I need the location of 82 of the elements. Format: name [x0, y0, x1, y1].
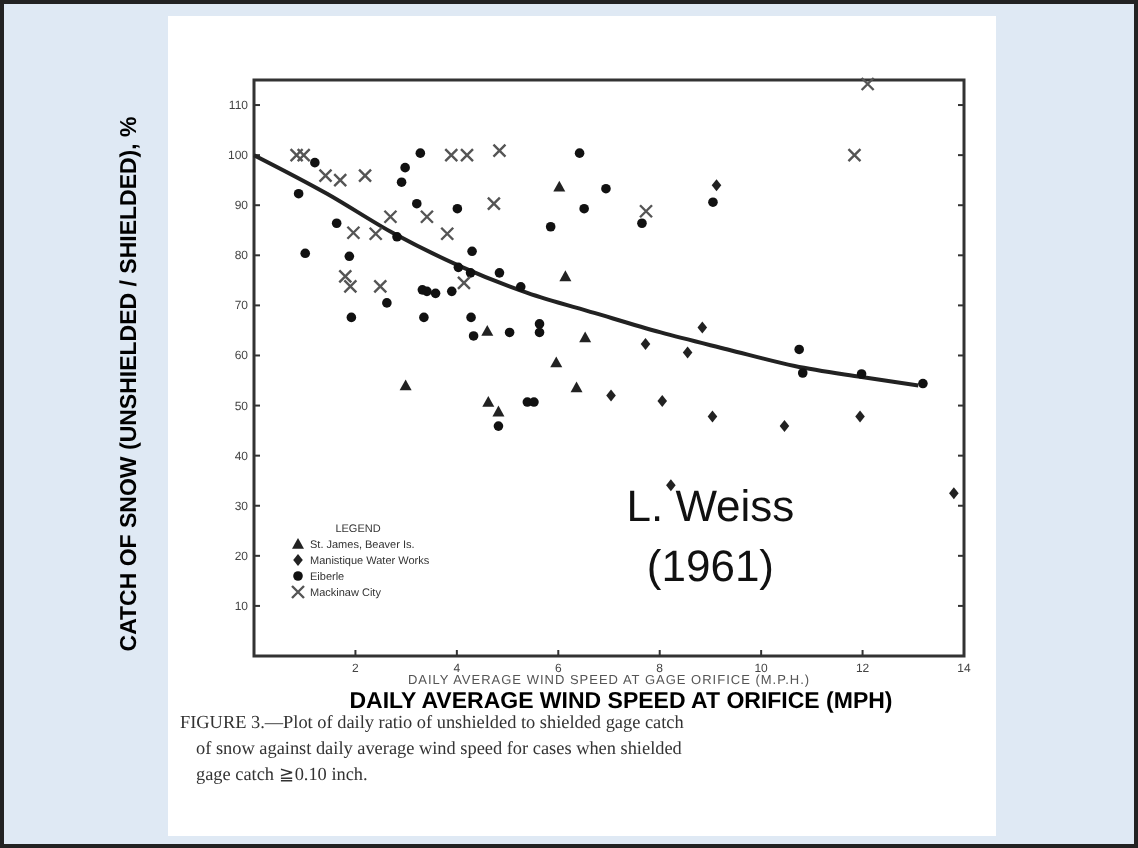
point [399, 379, 412, 391]
point [289, 147, 304, 163]
point [534, 319, 545, 329]
point [529, 397, 539, 407]
point [296, 147, 311, 163]
point [545, 221, 556, 232]
point [440, 226, 455, 241]
point [493, 421, 504, 431]
point [570, 381, 583, 393]
point [707, 410, 718, 423]
point [494, 268, 505, 278]
point [579, 331, 592, 343]
point [550, 356, 563, 368]
point [486, 196, 502, 211]
point [860, 76, 875, 92]
point [357, 168, 373, 183]
point [856, 369, 867, 379]
point [373, 279, 388, 294]
point [918, 378, 928, 389]
point [574, 148, 585, 158]
point [453, 262, 464, 273]
point [331, 218, 342, 229]
point [430, 288, 441, 299]
point [310, 157, 320, 168]
point [855, 410, 865, 423]
annotation: L. Weiss (1961) [626, 480, 795, 591]
point [708, 197, 718, 208]
point [468, 331, 479, 341]
point [333, 172, 348, 188]
point [481, 324, 494, 336]
point [382, 298, 392, 308]
point [392, 231, 402, 242]
point [579, 203, 589, 214]
point [553, 180, 566, 192]
point [492, 143, 507, 158]
point [504, 327, 515, 338]
point [368, 226, 383, 241]
point [415, 148, 426, 158]
point [318, 168, 333, 183]
point [400, 162, 410, 173]
y-axis-title: CATCH OF SNOW (UNSHIELDED / SHIELDED), % [118, 116, 142, 652]
point [515, 282, 526, 292]
point [559, 270, 572, 282]
point [293, 188, 304, 199]
point [446, 286, 457, 297]
point [396, 177, 407, 187]
caption: FIGURE 3.—Plot of daily ratio of unshielded to shielded gage catch of snow against daily average wind speed for cases when shielded gage catch ≧0.10 inch. [180, 712, 685, 784]
point [344, 251, 355, 262]
point [444, 147, 459, 163]
point [794, 344, 804, 355]
point [452, 203, 463, 214]
point [459, 147, 475, 163]
point [465, 268, 476, 278]
point [300, 248, 311, 259]
point [419, 312, 429, 323]
point [657, 395, 668, 408]
point [638, 204, 654, 219]
point [682, 346, 693, 359]
point [949, 487, 959, 500]
point [456, 275, 472, 291]
point [346, 312, 357, 323]
point [422, 286, 432, 297]
point [711, 179, 722, 192]
point [847, 147, 862, 163]
point [419, 209, 435, 224]
point [697, 321, 708, 334]
point [637, 218, 647, 229]
point [466, 312, 476, 323]
point [640, 337, 651, 350]
point [467, 246, 477, 257]
point [534, 327, 545, 338]
point [601, 183, 611, 194]
point [606, 389, 616, 402]
point [411, 198, 422, 209]
point [346, 225, 361, 240]
point [666, 479, 676, 492]
point [797, 368, 808, 378]
point [779, 420, 790, 433]
point [482, 396, 495, 407]
x-axis-title: DAILY AVERAGE WIND SPEED AT ORIFICE (MPH) [349, 690, 893, 714]
point [383, 209, 398, 224]
point [492, 405, 505, 417]
